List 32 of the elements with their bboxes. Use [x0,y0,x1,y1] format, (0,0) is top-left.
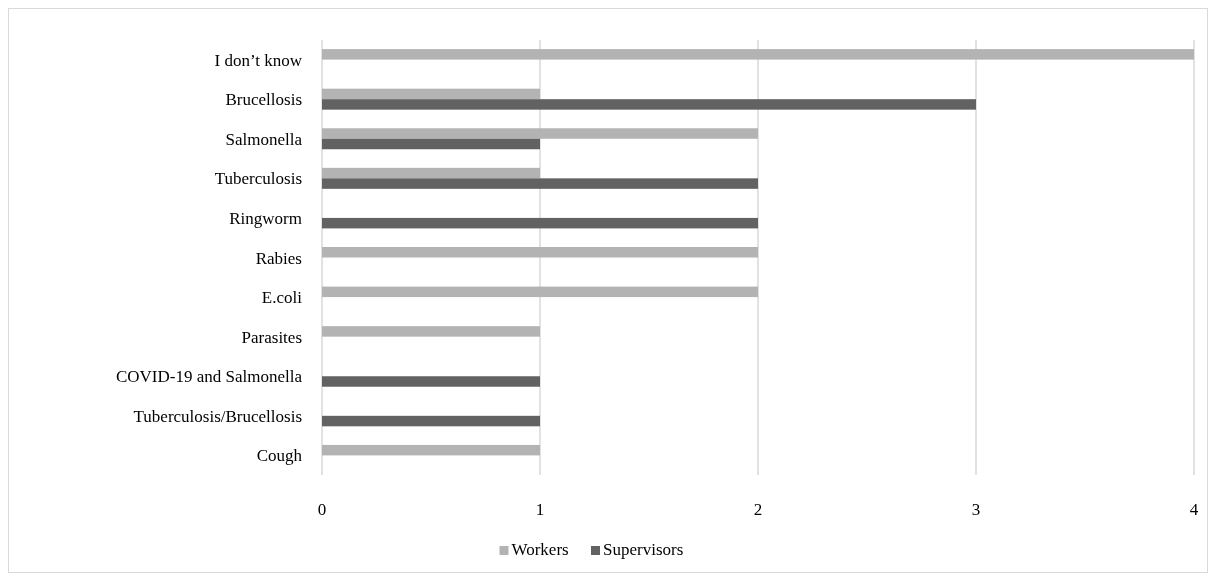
bar [322,167,540,179]
bar [322,326,540,337]
bar [322,88,540,100]
y-tick-label: E.coli [261,288,303,308]
y-tick-label: Brucellosis [225,90,302,110]
bar [322,415,540,427]
x-tick-label: 0 [317,500,327,519]
x-tick-label: 3 [971,500,981,519]
bar [322,444,540,456]
x-tick-label: 4 [1189,500,1199,519]
bar [322,286,758,298]
y-tick-label: COVID-19 and Salmonella [115,367,303,387]
bar [322,217,758,229]
x-tick-label: 1 [535,500,545,519]
bar [322,138,540,150]
y-tick-label: Ringworm [229,208,302,228]
legend-label: Workers [511,540,569,559]
legend-label: Supervisors [603,540,684,559]
y-tick-label: Rabies [255,248,302,268]
y-tick-label: I don’t know [214,50,303,70]
bar [322,49,1194,60]
y-tick-label: Parasites [241,327,302,347]
y-tick-label: Tuberculosis/Brucellosis [133,406,302,426]
bar [322,128,758,139]
y-tick-label: Salmonella [225,129,303,149]
x-tick-label: 2 [753,500,763,519]
y-tick-label: Cough [256,446,303,466]
bar [322,247,758,258]
bar [322,99,976,110]
y-tick-label: Tuberculosis [214,169,302,189]
bar [322,376,540,387]
bar [322,178,758,189]
